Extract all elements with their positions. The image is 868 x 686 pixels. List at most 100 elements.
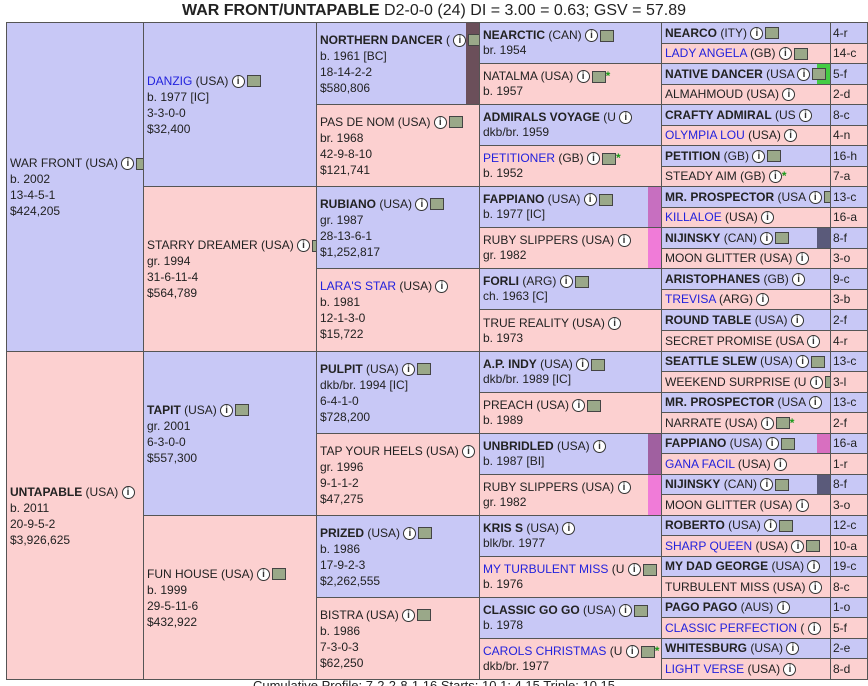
horse-name-link[interactable]: CAROLS CHRISTMAS xyxy=(483,644,607,658)
photo-icon[interactable] xyxy=(780,437,795,450)
horse-name-link[interactable]: STARRY DREAMER xyxy=(147,238,258,252)
info-icon[interactable]: i xyxy=(760,231,774,245)
info-icon[interactable]: i xyxy=(619,604,633,618)
info-icon[interactable]: i xyxy=(121,157,135,171)
info-icon[interactable]: i xyxy=(617,481,631,495)
photo-icon[interactable] xyxy=(574,275,589,288)
info-icon[interactable]: i xyxy=(433,115,447,129)
horse-name-link[interactable]: MY TURBULENT MISS xyxy=(483,562,609,576)
info-icon[interactable]: i xyxy=(453,33,467,47)
info-icon[interactable]: i xyxy=(795,498,809,512)
info-icon[interactable]: i xyxy=(764,519,778,533)
horse-name-link[interactable]: FUN HOUSE xyxy=(147,566,218,581)
info-icon[interactable]: i xyxy=(435,280,449,294)
info-icon[interactable]: i xyxy=(297,239,311,253)
photo-icon[interactable] xyxy=(136,157,143,170)
info-icon[interactable]: i xyxy=(587,152,601,166)
horse-name-link[interactable]: SEATTLE SLEW xyxy=(665,354,757,368)
info-icon[interactable]: i xyxy=(792,272,806,286)
horse-name-link[interactable]: KRIS S xyxy=(483,521,524,535)
photo-icon[interactable] xyxy=(312,239,316,252)
photo-icon[interactable] xyxy=(235,404,250,417)
horse-name-link[interactable]: ROUND TABLE xyxy=(665,312,752,327)
info-icon[interactable]: i xyxy=(765,437,779,451)
horse-name-link[interactable]: LARA'S STAR xyxy=(320,279,397,293)
horse-name-link[interactable]: WHITESBURG xyxy=(665,641,747,655)
info-icon[interactable]: i xyxy=(782,88,796,102)
info-icon[interactable]: i xyxy=(791,539,805,553)
horse-name-link[interactable]: GANA FACIL xyxy=(665,456,735,471)
photo-icon[interactable] xyxy=(811,355,826,368)
horse-name-link[interactable]: ALMAHMOUD xyxy=(665,87,744,101)
info-icon[interactable]: i xyxy=(761,211,775,225)
horse-name-link[interactable]: PRIZED xyxy=(320,525,365,540)
horse-name-link[interactable]: CRAFTY ADMIRAL xyxy=(665,107,772,122)
horse-name-link[interactable]: KILLALOE xyxy=(665,210,722,224)
photo-icon[interactable] xyxy=(775,478,790,491)
horse-name-link[interactable]: LIGHT VERSE xyxy=(665,661,745,676)
horse-name-link[interactable]: RUBIANO xyxy=(320,196,376,211)
horse-name-link[interactable]: PREACH xyxy=(483,398,534,412)
info-icon[interactable]: i xyxy=(790,313,804,327)
info-icon[interactable]: i xyxy=(585,29,599,43)
horse-name-link[interactable]: PETITION xyxy=(665,148,721,163)
photo-icon[interactable] xyxy=(448,116,463,129)
horse-name-link[interactable]: TURBULENT MISS xyxy=(665,579,770,594)
info-icon[interactable]: i xyxy=(121,485,135,499)
photo-icon[interactable] xyxy=(765,27,780,40)
info-icon[interactable]: i xyxy=(402,608,416,622)
info-icon[interactable]: i xyxy=(257,567,271,581)
info-icon[interactable]: i xyxy=(760,478,774,492)
info-icon[interactable]: i xyxy=(778,47,792,61)
info-icon[interactable]: i xyxy=(593,440,607,454)
info-icon[interactable]: i xyxy=(617,234,631,248)
info-icon[interactable]: i xyxy=(572,399,586,413)
horse-name-link[interactable]: CLASSIC GO GO xyxy=(483,603,580,617)
horse-name-link[interactable]: LADY ANGELA xyxy=(665,46,747,60)
photo-icon[interactable] xyxy=(417,609,432,622)
info-icon[interactable]: i xyxy=(576,70,590,84)
info-icon[interactable]: i xyxy=(752,149,766,163)
info-icon[interactable]: i xyxy=(608,316,622,330)
horse-name-link[interactable]: TAPIT xyxy=(147,402,181,417)
info-icon[interactable]: i xyxy=(619,111,633,125)
horse-name-link[interactable]: UNBRIDLED xyxy=(483,439,554,453)
info-icon[interactable]: i xyxy=(756,293,770,307)
photo-icon[interactable] xyxy=(468,34,479,47)
photo-icon[interactable] xyxy=(824,376,830,389)
horse-name-link[interactable]: TREVISA xyxy=(665,292,716,306)
photo-icon[interactable] xyxy=(779,519,794,532)
info-icon[interactable]: i xyxy=(806,334,820,348)
photo-icon[interactable] xyxy=(775,417,790,430)
photo-icon[interactable] xyxy=(640,645,655,658)
horse-name-link[interactable]: MOON GLITTER xyxy=(665,497,757,512)
photo-icon[interactable] xyxy=(823,191,830,204)
horse-name-link[interactable]: ROBERTO xyxy=(665,518,725,532)
horse-name-link[interactable]: PULPIT xyxy=(320,361,363,376)
info-icon[interactable]: i xyxy=(786,642,800,656)
horse-name-link[interactable]: TRUE REALITY xyxy=(483,315,569,330)
photo-icon[interactable] xyxy=(272,568,287,581)
horse-name-link[interactable]: NIJINSKY xyxy=(665,477,721,491)
horse-name-link[interactable]: FAPPIANO xyxy=(483,192,545,206)
info-icon[interactable]: i xyxy=(797,67,811,81)
horse-name-link[interactable]: NEARCO xyxy=(665,25,718,40)
horse-name-link[interactable]: DANZIG xyxy=(147,73,193,88)
horse-name-link[interactable]: PAGO PAGO xyxy=(665,600,738,614)
info-icon[interactable]: i xyxy=(403,526,417,540)
info-icon[interactable]: i xyxy=(808,190,822,204)
info-icon[interactable]: i xyxy=(807,621,821,635)
horse-name-link[interactable]: FORLI xyxy=(483,274,519,288)
horse-name-link[interactable]: MOON GLITTER xyxy=(665,251,757,265)
horse-name-link[interactable]: FAPPIANO xyxy=(665,436,727,450)
photo-icon[interactable] xyxy=(591,358,606,371)
horse-name-link[interactable]: NEARCTIC xyxy=(483,28,545,42)
horse-name-link[interactable]: NIJINSKY xyxy=(665,230,721,245)
info-icon[interactable]: i xyxy=(808,580,822,594)
info-icon[interactable]: i xyxy=(627,563,641,577)
horse-name-link[interactable]: NATIVE DANCER xyxy=(665,66,763,81)
photo-icon[interactable] xyxy=(598,193,613,206)
horse-name-link[interactable]: PETITIONER xyxy=(483,151,556,165)
info-icon[interactable]: i xyxy=(220,403,234,417)
photo-icon[interactable] xyxy=(417,363,432,376)
